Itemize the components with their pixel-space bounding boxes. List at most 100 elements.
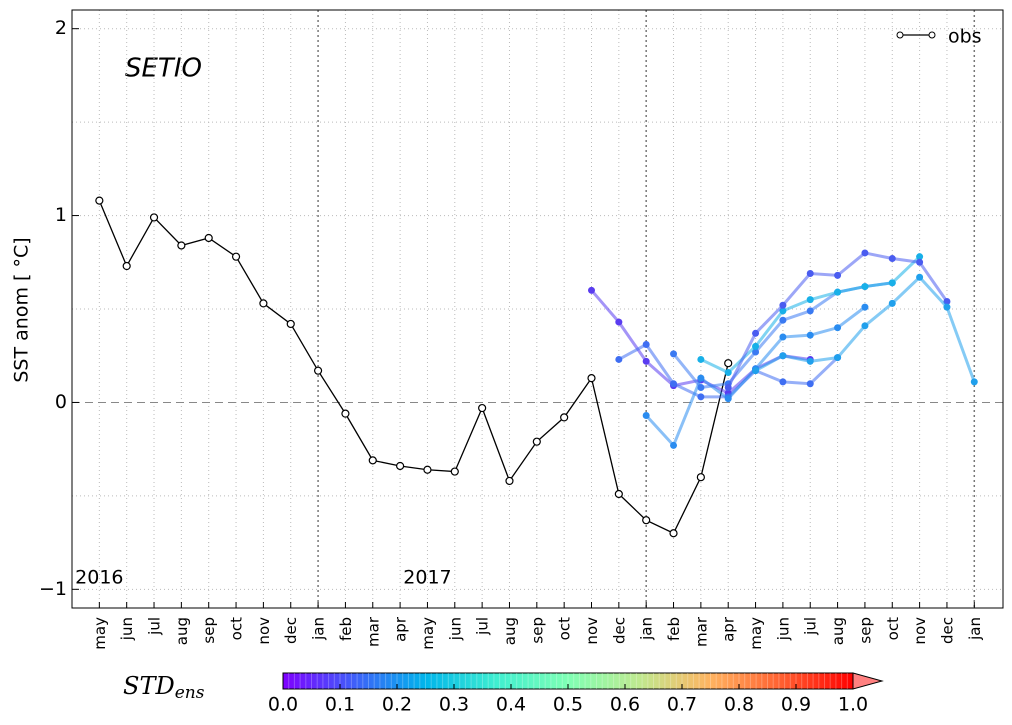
legend-marker xyxy=(928,31,936,39)
x-tick-label: dec xyxy=(938,617,956,644)
series-line xyxy=(645,305,866,449)
x-tick-label: oct xyxy=(556,617,574,640)
x-tick-label: jun xyxy=(774,617,792,641)
data-point xyxy=(724,369,732,377)
x-tick-label: aug xyxy=(829,617,847,645)
data-point xyxy=(724,359,733,368)
data-point xyxy=(670,441,678,449)
x-tick-label: may xyxy=(91,617,109,650)
colorbar-label-main: STD xyxy=(123,672,175,700)
data-point xyxy=(396,461,405,471)
x-tick-label: may xyxy=(747,617,765,650)
data-point xyxy=(779,316,787,324)
data-point xyxy=(806,269,814,277)
data-point xyxy=(834,288,842,296)
x-tick-label: sep xyxy=(528,617,546,644)
data-point xyxy=(752,329,760,337)
plot-frame xyxy=(71,9,1004,609)
data-point xyxy=(697,374,705,382)
x-tick-label: jan xyxy=(310,617,328,641)
x-tick-label: apr xyxy=(392,616,410,642)
y-tick-label: 1 xyxy=(55,204,67,226)
x-tick-label: apr xyxy=(720,616,738,642)
x-tick-label: may xyxy=(419,617,437,650)
data-point xyxy=(834,354,842,362)
data-point xyxy=(450,467,459,476)
x-tick-label: jun xyxy=(446,617,464,641)
colorbar-tick-label: 0.7 xyxy=(667,694,697,716)
data-point xyxy=(779,333,787,341)
data-point xyxy=(806,331,814,339)
data-point xyxy=(614,489,623,499)
data-point xyxy=(231,252,241,261)
data-point xyxy=(806,380,814,388)
y-tick-label: 0 xyxy=(55,391,67,413)
data-point xyxy=(943,303,951,311)
data-point xyxy=(95,196,104,205)
y-tick-label: 2 xyxy=(55,17,67,39)
x-tick-label: nov xyxy=(583,617,601,645)
x-tick-label: jan xyxy=(638,617,656,641)
colorbar-tick-label: 0.8 xyxy=(724,694,754,716)
data-point xyxy=(861,303,869,311)
y-axis-label: SST anom [ °C] xyxy=(11,237,33,382)
legend-marker xyxy=(896,31,904,39)
colorbar-tick-label: 0.6 xyxy=(610,694,640,716)
data-point xyxy=(861,283,869,291)
data-point xyxy=(642,516,651,525)
data-point xyxy=(696,473,705,482)
data-point xyxy=(888,255,896,263)
data-point xyxy=(970,378,978,386)
x-tick-label: nov xyxy=(255,617,273,645)
data-point xyxy=(588,286,596,294)
data-point xyxy=(587,374,596,383)
x-tick-label: sep xyxy=(856,617,874,644)
data-point xyxy=(806,296,814,304)
colorbar-tick-label: 0.2 xyxy=(382,694,412,716)
data-point xyxy=(834,324,842,332)
colorbar-tick-label: 0.3 xyxy=(439,694,469,716)
data-point xyxy=(779,378,787,386)
data-point xyxy=(642,341,650,349)
x-tick-label: mar xyxy=(364,616,382,647)
y-tick-label: −1 xyxy=(39,578,67,600)
data-point xyxy=(642,357,650,365)
colorbar-tick-label: 0.1 xyxy=(325,694,355,716)
data-point xyxy=(779,301,787,309)
x-tick-label: jul xyxy=(146,617,164,636)
x-tick-label: jul xyxy=(802,617,820,636)
data-point xyxy=(122,261,131,271)
data-point xyxy=(341,409,350,418)
data-point xyxy=(861,322,869,330)
data-point xyxy=(423,465,432,474)
data-point xyxy=(670,350,678,358)
data-point xyxy=(697,355,705,363)
data-point xyxy=(615,355,623,363)
data-point xyxy=(669,529,678,538)
data-point xyxy=(478,403,487,413)
data-point xyxy=(149,213,159,222)
data-point xyxy=(888,299,896,307)
x-tick-label: nov xyxy=(911,617,929,645)
data-point xyxy=(724,395,732,403)
data-point xyxy=(834,271,842,279)
legend-label: obs xyxy=(948,26,982,48)
data-point xyxy=(916,258,924,266)
data-point xyxy=(697,383,705,391)
colorbar-tick-label: 0.0 xyxy=(268,694,298,716)
colorbar-label-sub: ens xyxy=(175,683,205,703)
data-point xyxy=(724,383,732,391)
chart-title: SETIO xyxy=(125,54,202,84)
data-point xyxy=(752,342,760,350)
data-point xyxy=(861,249,869,257)
year-label: 2016 xyxy=(75,567,123,589)
data-point xyxy=(560,413,569,422)
colorbar-tick-label: 0.4 xyxy=(496,694,526,716)
data-point xyxy=(204,233,213,243)
data-point xyxy=(697,393,705,401)
colorbar-tick-label: 0.9 xyxy=(781,694,811,716)
data-point xyxy=(916,273,924,281)
colorbar-extend xyxy=(852,672,884,690)
data-point xyxy=(806,357,814,365)
